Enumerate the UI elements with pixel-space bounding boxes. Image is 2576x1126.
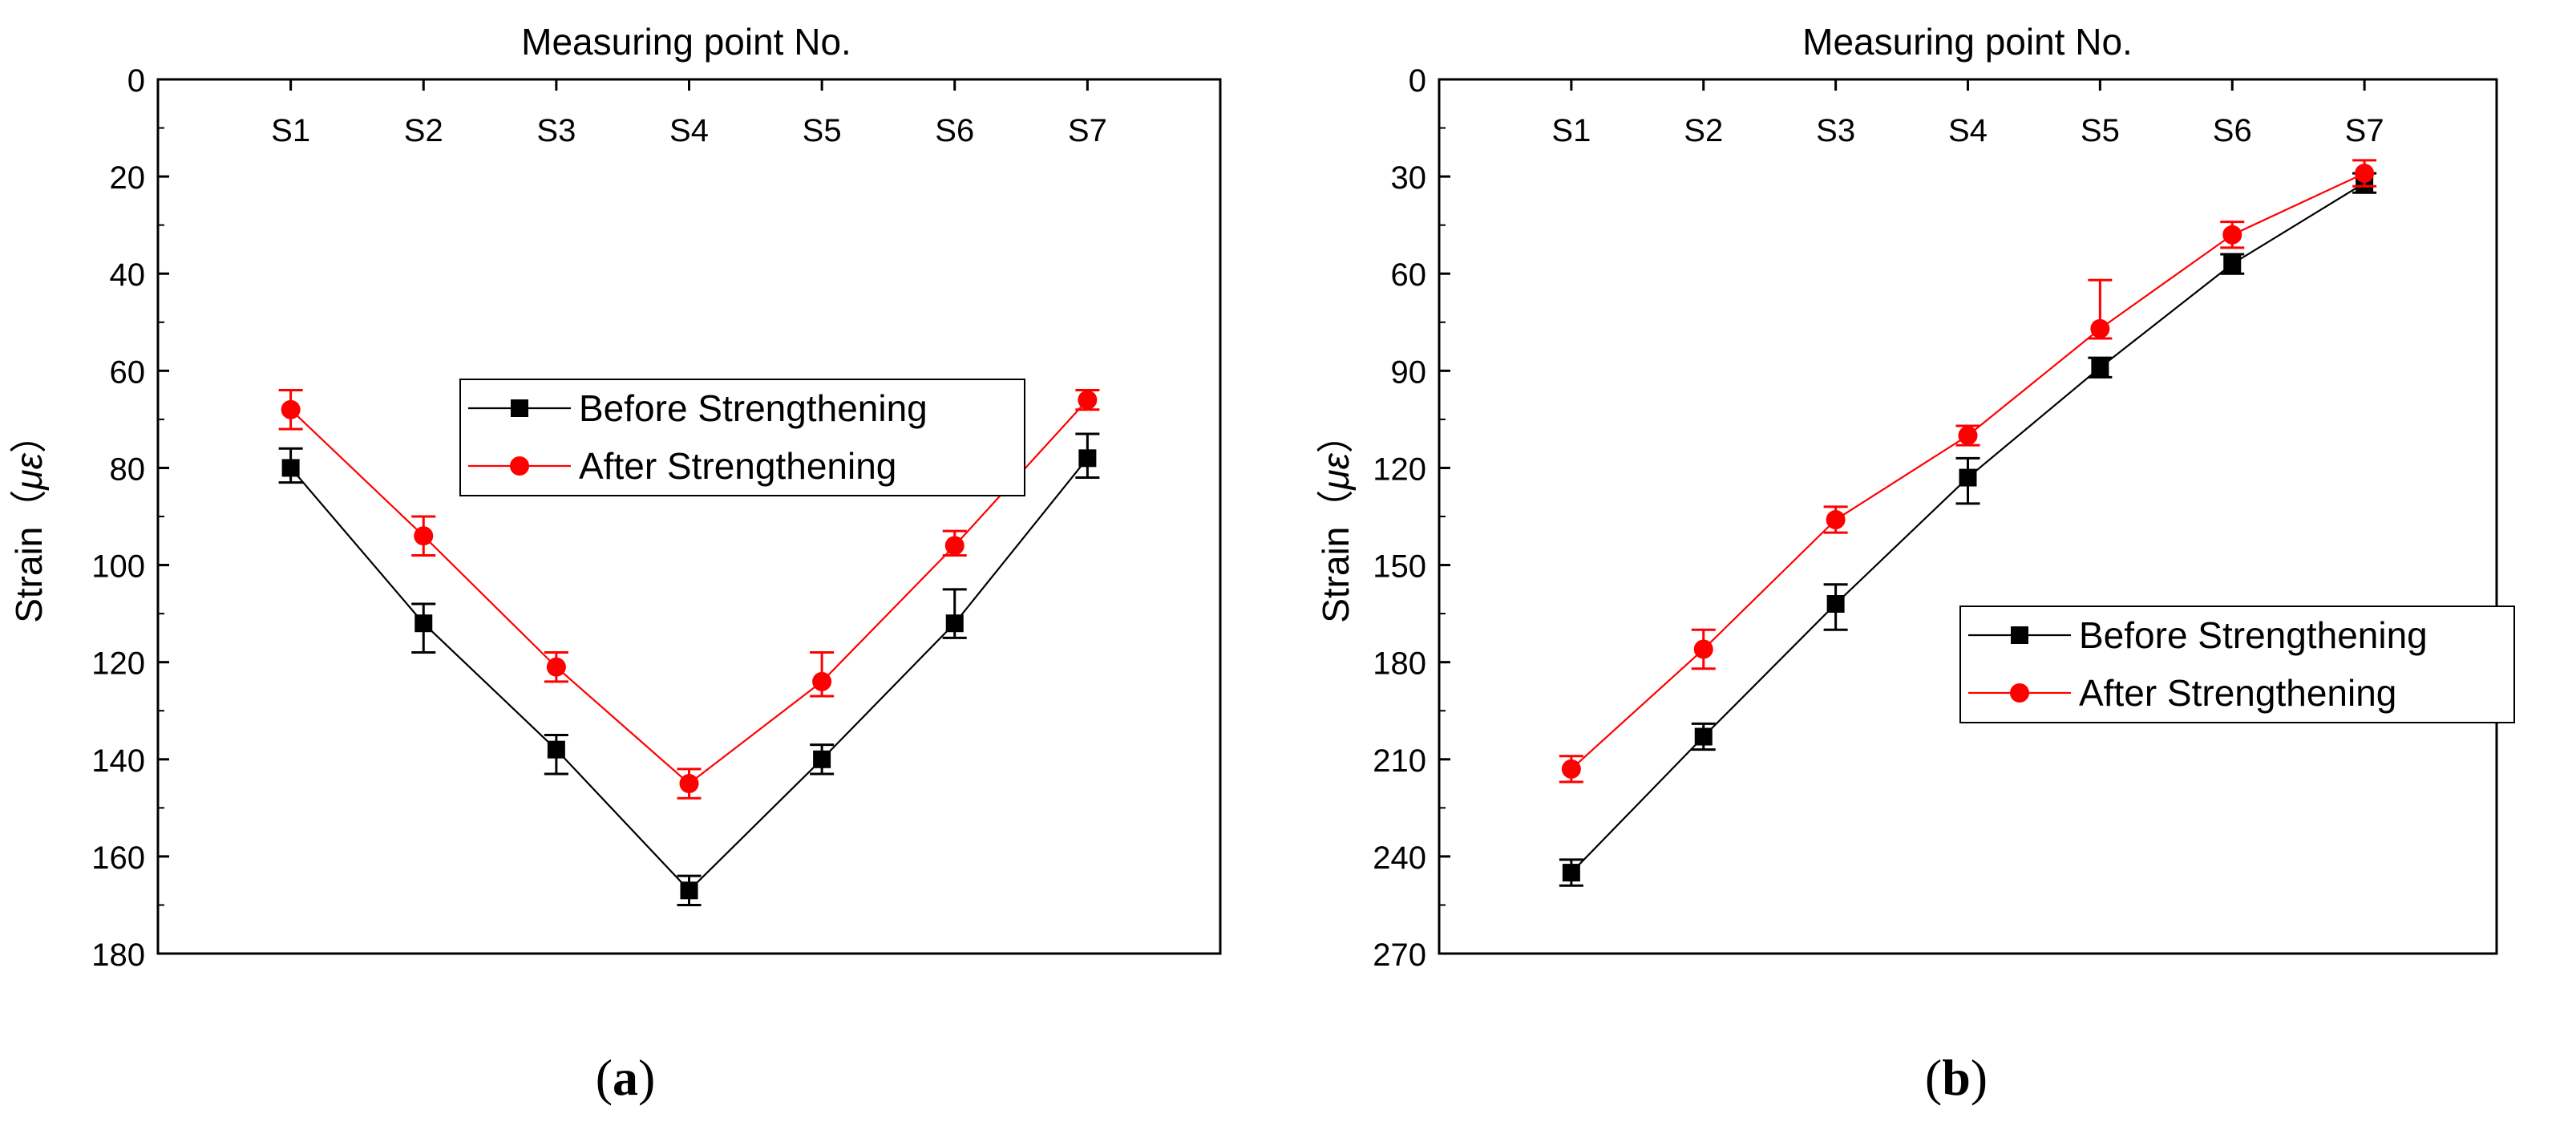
y-tick-label: 60 — [1391, 257, 1427, 293]
y-axis-label: Strain（με） — [8, 416, 50, 623]
y-tick-label: 80 — [110, 452, 146, 487]
y-tick-label: 90 — [1391, 354, 1427, 390]
plot-frame — [156, 78, 1222, 955]
x-tick-label: S2 — [1684, 113, 1723, 148]
y-tick-label: 140 — [91, 743, 145, 779]
x-tick-label: S5 — [803, 113, 842, 148]
y-tick-label: 100 — [91, 549, 145, 585]
x-tick-label: S4 — [1948, 113, 1988, 148]
data-point — [281, 459, 300, 477]
data-point — [2222, 225, 2242, 245]
y-tick-label: 180 — [91, 938, 145, 973]
legend-box — [459, 379, 1025, 496]
panel-label-b: (b) — [1925, 1049, 1988, 1106]
y-tick-label: 0 — [1409, 63, 1426, 99]
legend-label: After Strengthening — [2079, 672, 2396, 714]
data-point — [1694, 727, 1713, 746]
x-tick-label: S1 — [1551, 113, 1591, 148]
y-tick-label: 120 — [1373, 452, 1426, 487]
data-point — [1959, 468, 1977, 487]
legend-label: Before Strengthening — [579, 387, 928, 429]
y-tick-label: 60 — [110, 354, 146, 390]
data-point — [945, 614, 964, 633]
plot-frame — [1438, 78, 2498, 955]
y-tick-label: 270 — [1373, 938, 1426, 973]
x-tick-label: S6 — [2213, 113, 2252, 148]
y-axis-label: Strain（με） — [1315, 416, 1357, 623]
data-point — [414, 526, 434, 546]
data-point — [1826, 510, 1846, 530]
y-tick-label: 180 — [1373, 646, 1426, 682]
legend-marker — [2011, 626, 2028, 644]
x-tick-label: S5 — [2081, 113, 2120, 148]
data-point — [1958, 426, 1978, 446]
y-tick-label: 160 — [91, 840, 145, 876]
y-tick-label: 20 — [110, 160, 146, 196]
data-point — [679, 774, 699, 794]
data-point — [1826, 595, 1845, 613]
x-tick-label: S4 — [669, 113, 709, 148]
data-point — [1078, 390, 1098, 410]
legend-marker — [511, 399, 528, 417]
data-point — [281, 399, 301, 419]
x-tick-label: S7 — [2345, 113, 2384, 148]
data-point — [680, 881, 698, 900]
data-point — [547, 740, 565, 759]
panel-a: Measuring point No. Strain（με） (a) 0 20 40… — [8, 21, 1222, 1106]
y-tick-label: 240 — [1373, 840, 1426, 876]
legend-marker — [2010, 683, 2029, 703]
data-point — [813, 750, 831, 768]
panel-label-a: (a) — [596, 1049, 656, 1106]
y-tick-label: 150 — [1373, 549, 1426, 585]
x-tick-label: S1 — [271, 113, 310, 148]
data-point — [546, 657, 566, 677]
y-tick-label: 0 — [127, 63, 145, 99]
legend-box — [1959, 606, 2515, 723]
legend: Before Strengthening After Strengthening — [459, 379, 1025, 496]
series-line — [1571, 182, 2365, 873]
legend-marker — [510, 456, 529, 476]
data-point — [415, 614, 433, 633]
x-tick-label: S7 — [1068, 113, 1107, 148]
legend-label: Before Strengthening — [2079, 614, 2428, 656]
panel-b: Measuring point No. Strain（με） (b) 0 30 60… — [1315, 21, 2515, 1106]
y-tick-label: 30 — [1391, 160, 1427, 196]
data-point — [1561, 759, 1581, 779]
x-axis-title: Measuring point No. — [521, 21, 851, 63]
data-point — [2223, 255, 2242, 273]
data-point — [812, 671, 832, 691]
legend-label: After Strengthening — [579, 445, 896, 487]
x-tick-label: S6 — [935, 113, 974, 148]
y-tick-label: 210 — [1373, 743, 1426, 779]
data-point — [944, 536, 964, 556]
data-point — [1562, 864, 1580, 882]
x-tick-label: S3 — [1816, 113, 1855, 148]
x-axis-title: Measuring point No. — [1802, 21, 2133, 63]
data-point — [2090, 318, 2110, 338]
y-tick-label: 40 — [110, 257, 146, 293]
x-tick-label: S2 — [404, 113, 443, 148]
data-point — [1078, 449, 1097, 468]
x-tick-label: S3 — [536, 113, 576, 148]
data-point — [2091, 358, 2109, 377]
data-point — [1693, 639, 1713, 659]
data-point — [2355, 164, 2375, 184]
y-tick-label: 120 — [91, 646, 145, 682]
legend: Before Strengthening After Strengthening — [1959, 606, 2515, 723]
